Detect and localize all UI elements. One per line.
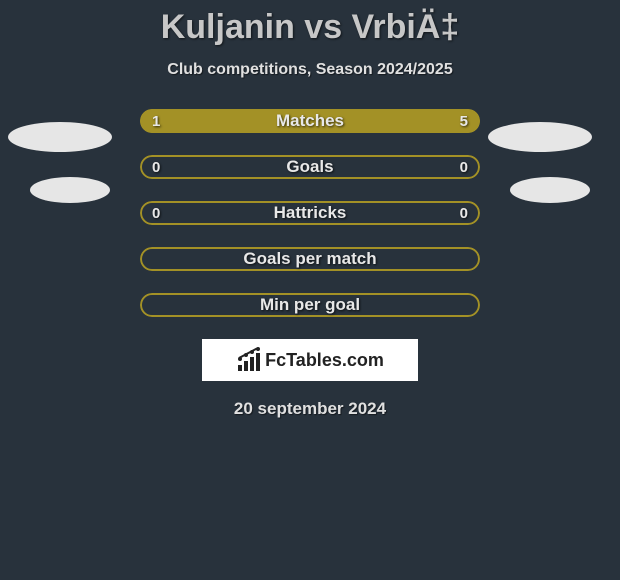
- avatar-right-0: [488, 122, 592, 152]
- page-subtitle: Club competitions, Season 2024/2025: [0, 61, 620, 79]
- stat-row: 15Matches: [140, 109, 480, 133]
- brand-chart-icon: [236, 349, 260, 371]
- stat-row: Goals per match: [140, 247, 480, 271]
- stat-label: Min per goal: [140, 295, 480, 315]
- stat-row: Min per goal: [140, 293, 480, 317]
- stat-label: Goals per match: [140, 249, 480, 269]
- stat-row: 00Goals: [140, 155, 480, 179]
- page-title: Kuljanin vs VrbiÄ‡: [0, 0, 620, 47]
- avatar-left-1: [30, 177, 110, 203]
- stat-label: Matches: [140, 111, 480, 131]
- avatar-right-1: [510, 177, 590, 203]
- avatar-left-0: [8, 122, 112, 152]
- stat-label: Goals: [140, 157, 480, 177]
- brand-text: FcTables.com: [265, 350, 384, 371]
- stat-row: 00Hattricks: [140, 201, 480, 225]
- footer-date: 20 september 2024: [0, 399, 620, 419]
- brand-box[interactable]: FcTables.com: [202, 339, 418, 381]
- stat-label: Hattricks: [140, 203, 480, 223]
